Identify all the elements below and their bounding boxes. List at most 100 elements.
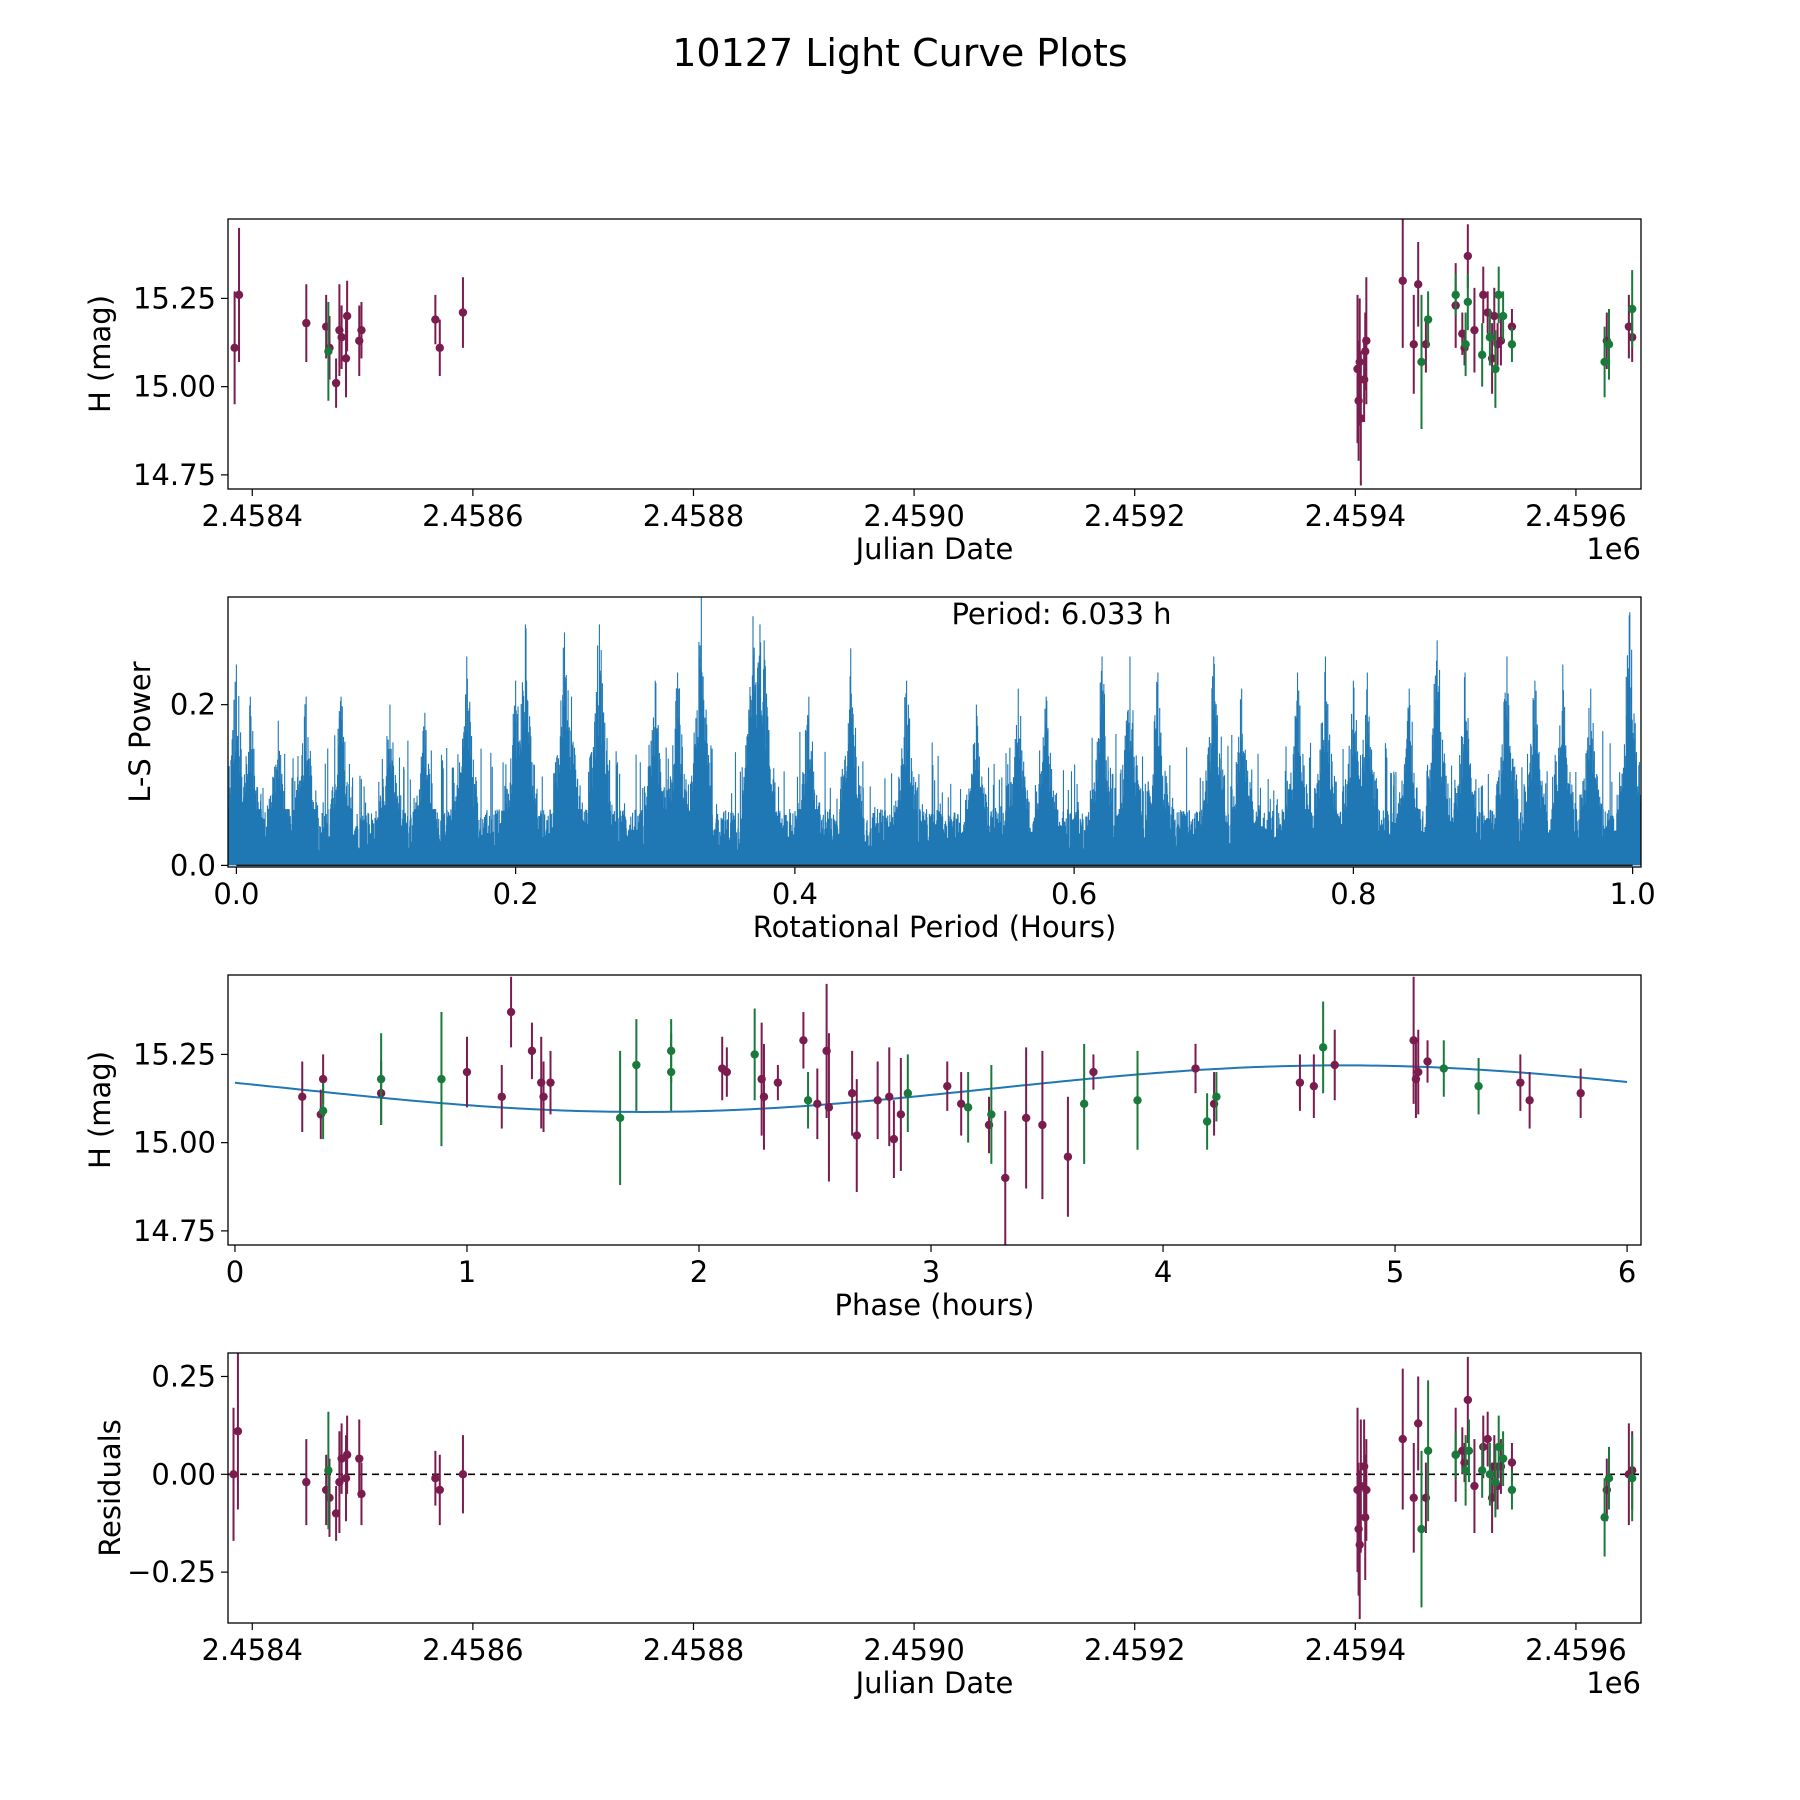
data-point <box>1414 1067 1423 1077</box>
data-point <box>1202 1117 1212 1126</box>
subplot-phased: 0 1 2 3 4 5 6 14.75 15.00 15.25 Phase (hours) H (ma… <box>83 974 1642 1322</box>
data-point <box>903 1089 913 1098</box>
data-point <box>229 1470 238 1479</box>
data-point <box>435 1485 444 1495</box>
data-point <box>1295 1078 1305 1087</box>
subplot-periodogram: Period: 6.033 h 0.0 0.2 0.4 0.6 0.8 1.0 0.0 0.2 R… <box>123 596 1656 944</box>
data-point <box>1477 350 1487 360</box>
x-axis-label: Julian Date <box>854 532 1014 566</box>
figure-title: 10127 Light Curve Plots <box>672 31 1127 75</box>
data-point <box>1133 1096 1142 1105</box>
data-point <box>824 1103 834 1112</box>
data-point <box>1212 1092 1221 1101</box>
axes-frame <box>227 1352 1642 1624</box>
data-point <box>1498 311 1508 321</box>
data-point <box>1461 340 1470 349</box>
data-point <box>462 1067 472 1077</box>
data-point <box>1477 1466 1487 1475</box>
data-point <box>1463 297 1473 307</box>
data-point <box>896 1110 906 1119</box>
data-point <box>1417 357 1426 367</box>
x-tick-label: 3 <box>922 1255 940 1289</box>
data-point <box>1001 1173 1010 1183</box>
x-axis-label: Julian Date <box>854 1666 1014 1700</box>
data-point <box>1355 1540 1364 1549</box>
data-point <box>1461 1466 1470 1475</box>
x-tick-label: 5 <box>1386 1255 1404 1289</box>
data-point <box>1079 1099 1089 1109</box>
x-tick-label: 2.4588 <box>643 1633 744 1667</box>
data-point <box>1485 333 1495 342</box>
data-point <box>1507 340 1517 349</box>
data-point <box>1490 311 1499 321</box>
data-point <box>1362 336 1371 345</box>
data-point <box>437 1074 446 1084</box>
x-tick-label: 2.4594 <box>1305 499 1406 533</box>
data-point <box>852 1131 861 1140</box>
data-point <box>813 1099 822 1109</box>
x-tick-label: 2.4592 <box>1084 499 1185 533</box>
data-layer <box>228 597 1641 867</box>
data-point <box>355 1454 364 1463</box>
data-point <box>1494 1442 1503 1452</box>
data-point <box>357 325 366 335</box>
data-point <box>1398 276 1407 285</box>
data-point <box>1507 1485 1517 1495</box>
series-green <box>324 1380 1637 1608</box>
y-tick-label: 15.25 <box>133 1037 216 1071</box>
data-point <box>458 1470 468 1479</box>
data-point <box>1576 1089 1585 1098</box>
data-point <box>342 1450 352 1459</box>
data-point <box>324 347 333 356</box>
data-point <box>1417 1524 1426 1534</box>
data-point <box>1463 1395 1473 1405</box>
data-point <box>1479 1442 1488 1452</box>
x-tick-label: 2.4590 <box>863 1633 964 1667</box>
series-green <box>318 1001 1483 1185</box>
data-point <box>1491 1477 1500 1487</box>
y-tick-label: 14.75 <box>133 1214 216 1248</box>
x-tick-label: 0 <box>226 1255 244 1289</box>
y-tick-label: 14.75 <box>133 458 216 492</box>
data-point <box>318 1074 328 1084</box>
x-tick-label: 0.4 <box>772 877 818 911</box>
subplot-lightcurve: 2.4584 2.4586 2.4588 2.4590 2.4592 2.4594 2.45… <box>83 218 1642 566</box>
data-point <box>759 1092 769 1101</box>
data-point <box>337 333 346 342</box>
x-tick-label: 2.4590 <box>863 499 964 533</box>
data-point <box>1604 340 1614 349</box>
x-tick-label: 0.0 <box>213 877 259 911</box>
data-point <box>1021 1113 1031 1123</box>
y-tick-label: 0.00 <box>151 1457 216 1491</box>
data-point <box>331 378 341 388</box>
data-point <box>987 1110 996 1119</box>
plots-container: 2.4584 2.4586 2.4588 2.4590 2.4592 2.4594 2.45… <box>83 218 1656 1700</box>
data-point <box>799 1036 808 1045</box>
data-point <box>1423 1057 1432 1066</box>
data-point <box>666 1046 676 1056</box>
y-tick-label: 15.00 <box>133 1126 216 1160</box>
data-point <box>435 343 444 353</box>
data-point <box>885 1092 894 1101</box>
x-tick-label: 2.4584 <box>202 499 303 533</box>
data-point <box>325 1493 334 1502</box>
data-point <box>1464 1446 1474 1456</box>
data-point <box>1413 280 1423 289</box>
data-point <box>1451 290 1460 300</box>
data-point <box>357 1489 366 1499</box>
data-point <box>1330 1060 1339 1070</box>
data-point <box>324 1466 333 1475</box>
periodogram-line <box>228 597 1641 866</box>
y-tick-label: 0.2 <box>170 688 216 722</box>
data-point <box>1451 1450 1460 1459</box>
data-point <box>1470 325 1479 335</box>
data-point <box>632 1060 641 1070</box>
data-point <box>1409 340 1418 349</box>
data-point <box>1604 1474 1614 1483</box>
y-tick-label: −0.25 <box>127 1555 216 1589</box>
data-point <box>234 290 244 300</box>
data-point <box>1507 322 1517 331</box>
series-green <box>324 266 1637 429</box>
x-offset-label: 1e6 <box>1586 532 1641 566</box>
